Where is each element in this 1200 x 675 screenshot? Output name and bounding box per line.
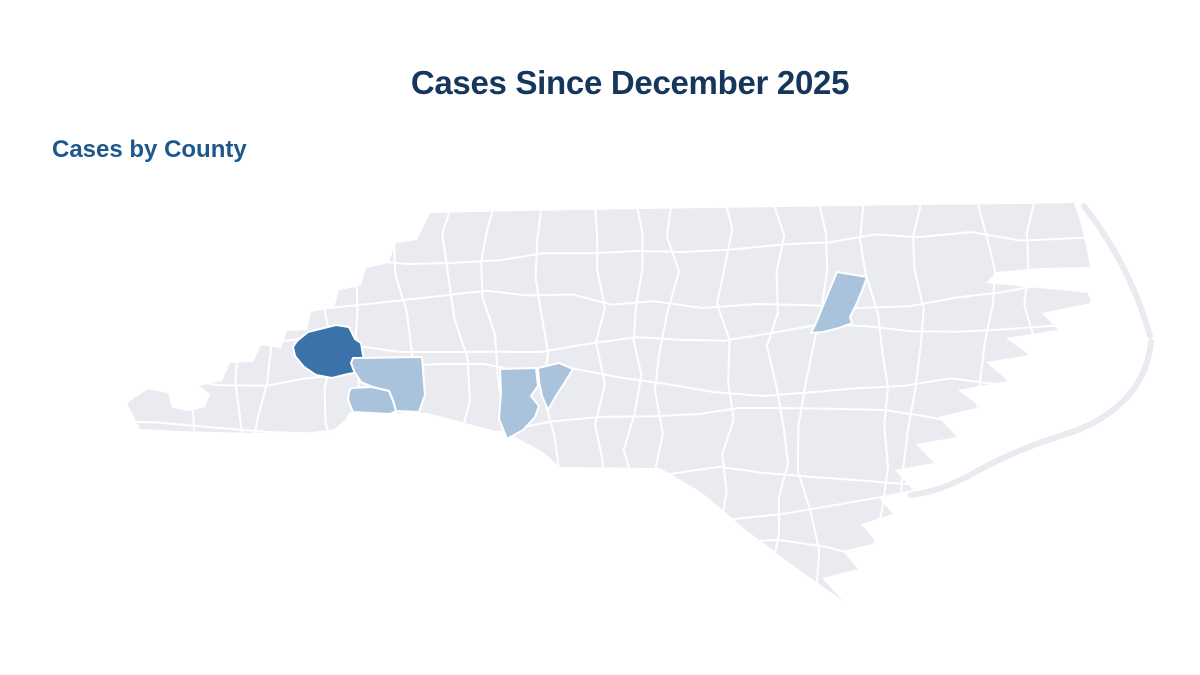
south-central-county-east-shape[interactable] (537, 362, 574, 411)
outer-banks-shape-2 (908, 339, 1154, 498)
south-central-county-west-shape[interactable] (498, 367, 540, 440)
page-title: Cases Since December 2025 (410, 64, 850, 101)
state-base-shape[interactable] (127, 203, 1091, 601)
west-foothill-county-south-shape[interactable] (347, 386, 397, 415)
outer-banks-shape-1 (1081, 203, 1153, 339)
section-label-cases-by-county: Cases by County (52, 136, 247, 163)
northeast-central-county-shape[interactable] (810, 271, 868, 334)
